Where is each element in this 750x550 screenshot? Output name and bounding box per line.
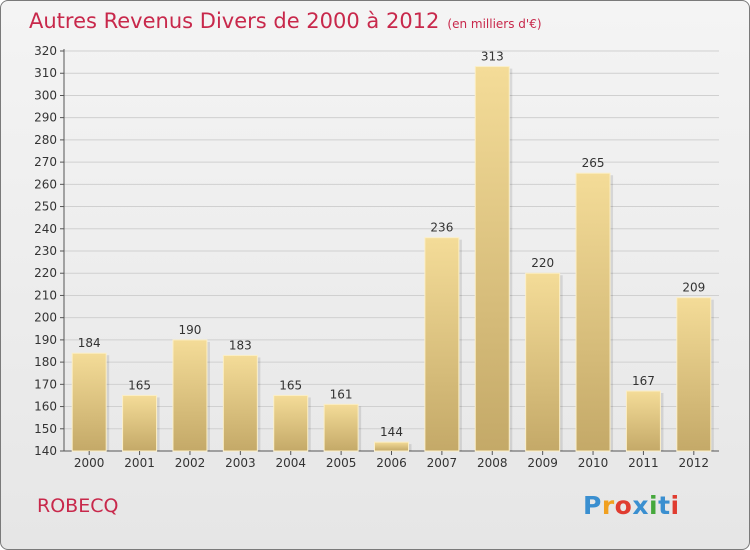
bar-2003: [222, 354, 258, 452]
x-tick-label: 2001: [124, 456, 155, 470]
y-tick-label: 150: [34, 422, 57, 436]
y-tick-label: 290: [34, 111, 57, 125]
y-tick-label: 300: [34, 88, 57, 102]
logo-letter: t: [658, 491, 671, 520]
y-tick-label: 310: [34, 66, 57, 80]
y-tick-label: 260: [34, 177, 57, 191]
bar-2001: [122, 394, 158, 452]
value-label: 165: [128, 378, 151, 392]
bar-2004: [273, 394, 309, 452]
bar-2006: [374, 441, 409, 452]
value-label: 190: [179, 323, 202, 337]
value-label: 165: [279, 378, 302, 392]
y-tick-label: 270: [34, 155, 57, 169]
y-tick-label: 320: [34, 44, 57, 58]
bar-2012: [676, 297, 712, 452]
city-name: ROBECQ: [37, 495, 119, 517]
logo-letter: P: [583, 491, 602, 520]
value-label: 313: [481, 50, 504, 64]
logo-letter: o: [614, 491, 633, 520]
chart-title-main: Autres Revenus Divers de 2000 à 2012: [29, 9, 440, 33]
bar-2010: [575, 172, 611, 452]
y-tick-label: 280: [34, 133, 57, 147]
value-labels: 184 165 190 183 165 161 144 236 313 220 265 167 209: [78, 50, 706, 440]
x-tick-label: 2010: [578, 456, 609, 470]
value-label: 236: [430, 221, 453, 235]
y-tick-label: 180: [34, 355, 57, 369]
chart-title-unit: (en milliers d'€): [447, 17, 542, 31]
y-tick-label: 200: [34, 311, 57, 325]
x-tick-label: 2007: [427, 456, 458, 470]
x-tick-labels: 2000 2001 2002 2003 2004 2005 2006 2007 2008 2009…: [74, 451, 709, 470]
logo-letter: i: [670, 491, 680, 520]
y-tick-label: 230: [34, 244, 57, 258]
y-tick-label: 170: [34, 377, 57, 391]
grid: [64, 50, 719, 452]
x-tick-label: 2009: [527, 456, 558, 470]
y-tick-label: 160: [34, 400, 57, 414]
x-tick-label: 2003: [225, 456, 256, 470]
bar-2007: [424, 237, 460, 452]
chart-title: Autres Revenus Divers de 2000 à 2012 (en …: [29, 9, 542, 33]
x-tick-label: 2002: [175, 456, 206, 470]
bar-2011: [625, 390, 661, 452]
bar-2002: [172, 339, 208, 452]
axes: [63, 49, 719, 452]
value-label: 220: [531, 256, 554, 270]
x-tick-label: 2004: [275, 456, 306, 470]
value-label: 265: [582, 156, 605, 170]
bar-2000: [71, 352, 107, 452]
y-tick-label: 190: [34, 333, 57, 347]
bar-2005: [323, 403, 359, 452]
x-tick-label: 2012: [679, 456, 710, 470]
bar-2009: [525, 272, 561, 452]
logo-letter: x: [632, 491, 649, 520]
proxiti-logo: Proxiti: [583, 491, 680, 520]
value-label: 144: [380, 425, 403, 439]
y-tick-label: 220: [34, 266, 57, 280]
value-label: 183: [229, 338, 252, 352]
x-tick-label: 2000: [74, 456, 105, 470]
x-tick-label: 2006: [376, 456, 407, 470]
value-label: 167: [632, 374, 655, 388]
y-tick-labels: 140 150 160 170 180 190 200 210 220 230 240 250 260 2…: [34, 44, 64, 458]
logo-letter: r: [601, 491, 615, 520]
x-tick-label: 2005: [326, 456, 357, 470]
value-label: 184: [78, 336, 101, 350]
x-tick-label: 2011: [628, 456, 659, 470]
bar-2008: [474, 66, 510, 452]
y-tick-label: 250: [34, 200, 57, 214]
x-tick-label: 2008: [477, 456, 508, 470]
value-label: 209: [682, 281, 705, 295]
bars: [71, 66, 714, 452]
y-tick-label: 210: [34, 288, 57, 302]
logo-letter: i: [649, 491, 659, 520]
y-tick-label: 240: [34, 222, 57, 236]
value-label: 161: [330, 387, 353, 401]
y-tick-label: 140: [34, 444, 57, 458]
